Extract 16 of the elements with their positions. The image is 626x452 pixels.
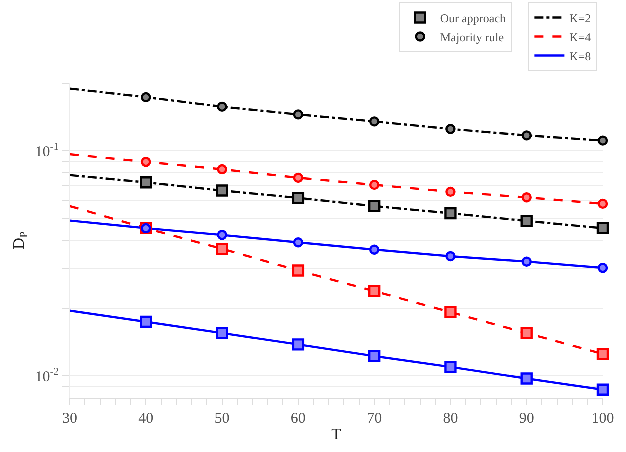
y-tick-label: 10$^{-2}$: [35, 367, 59, 386]
x-axis-title: T: [332, 426, 342, 444]
x-tick-label: 70: [367, 411, 382, 427]
x-tick-label: 90: [519, 411, 534, 427]
x-tick-label: 60: [290, 411, 306, 427]
x-tick-label: 40: [138, 411, 154, 427]
x-tick-label: 50: [214, 411, 230, 427]
legend-label: K=2: [570, 11, 592, 26]
x-tick-label: 30: [62, 411, 78, 427]
legend-label: Majority rule: [440, 30, 504, 44]
legend-label: Our approach: [440, 11, 506, 26]
x-tick-label: 100: [592, 411, 614, 427]
x-tick-label: 80: [443, 411, 458, 427]
legend-label: K=8: [570, 49, 592, 64]
legend-label: K=4: [570, 30, 592, 44]
y-tick-label: 10$^{-1}$: [35, 142, 59, 160]
